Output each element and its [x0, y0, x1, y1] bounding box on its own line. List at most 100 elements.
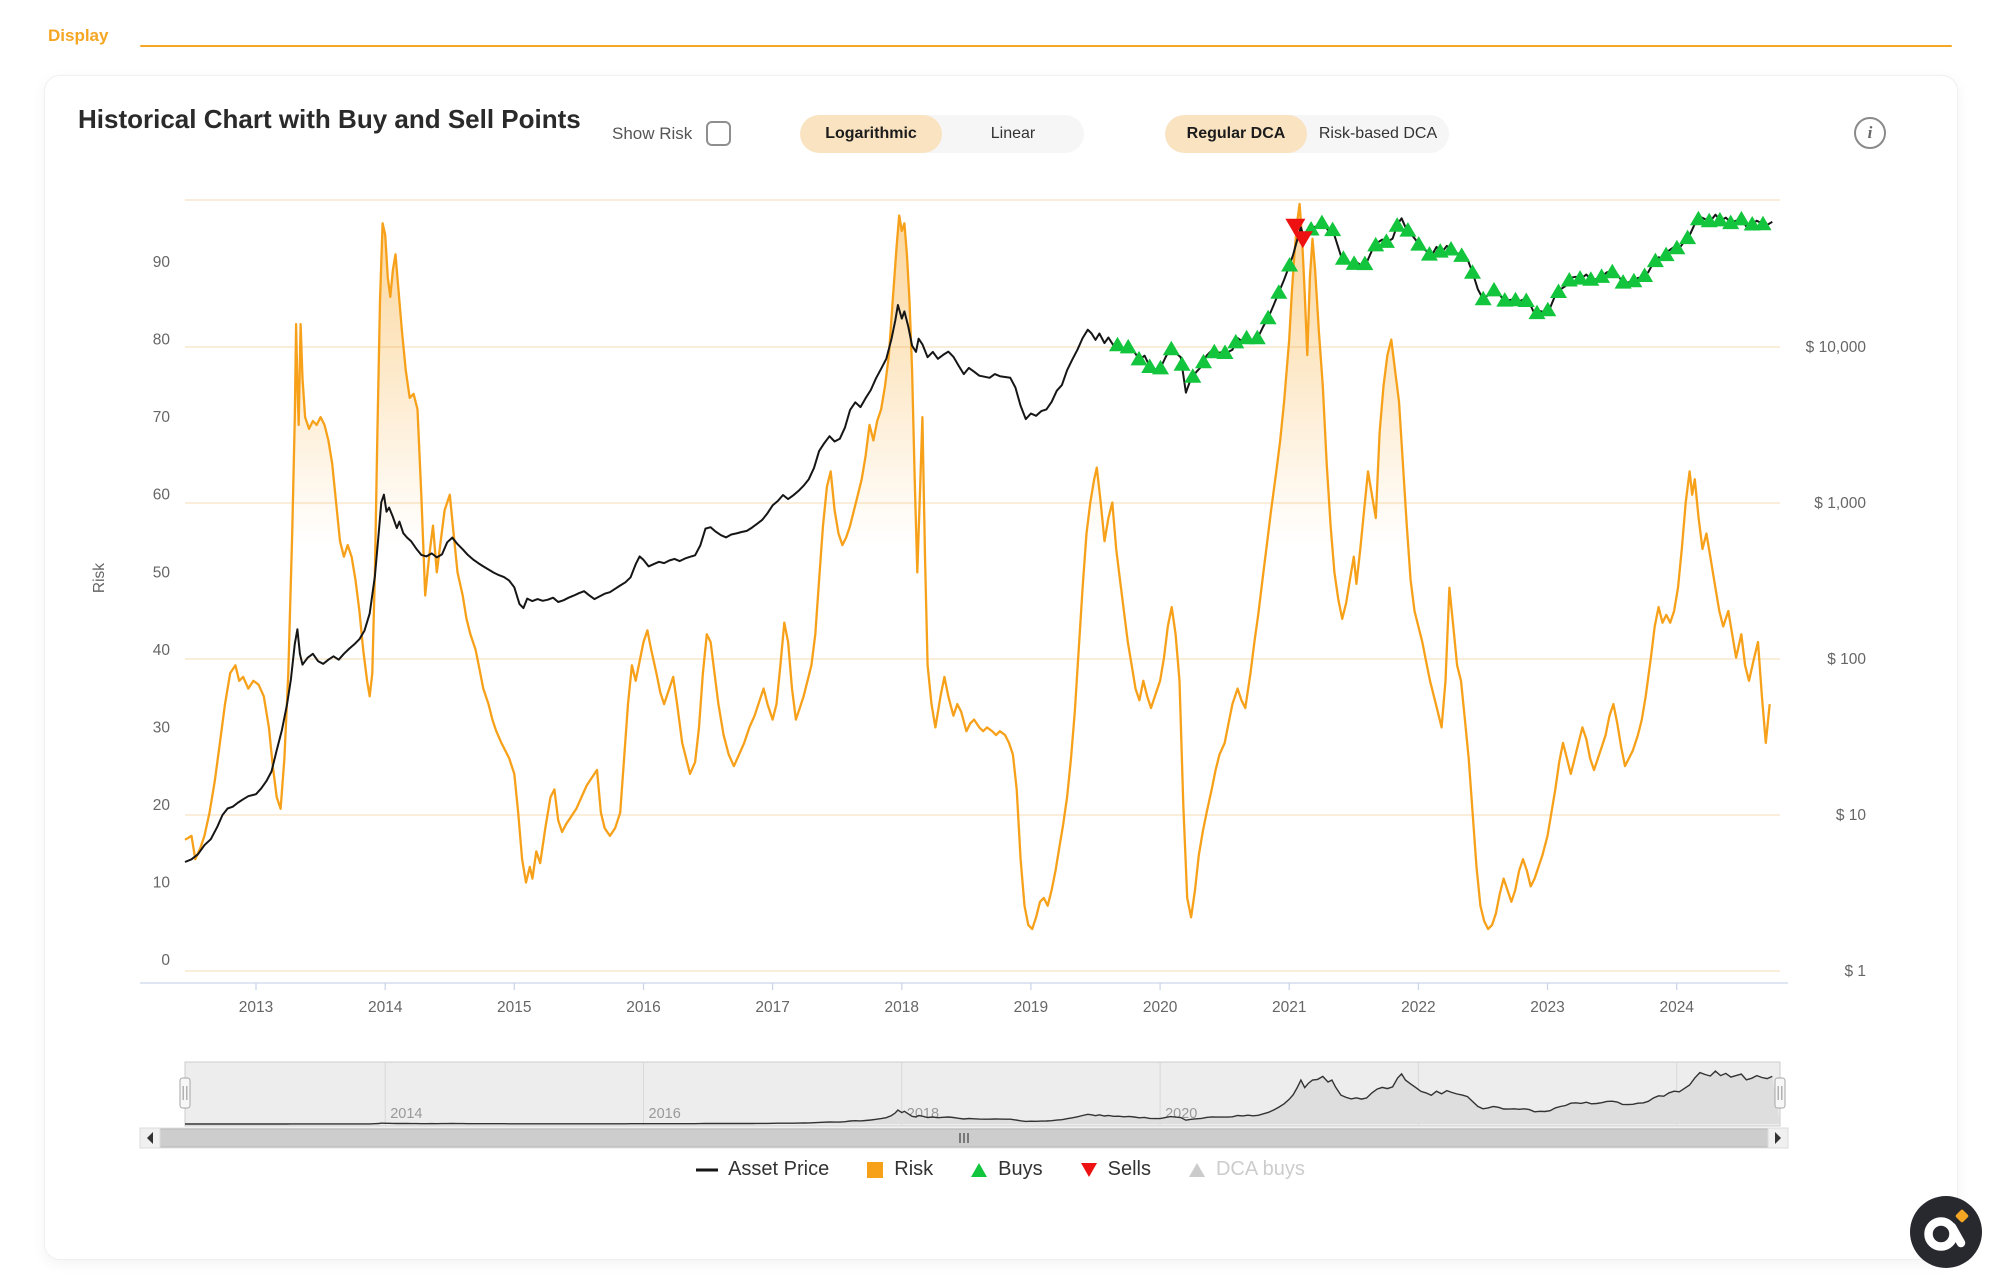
- buy-marker-icon: [1313, 214, 1331, 230]
- dash-icon: [696, 1168, 719, 1171]
- svg-text:$ 1: $ 1: [1844, 963, 1866, 980]
- sell-marker-icon: [1292, 231, 1313, 249]
- buy-marker-icon: [1152, 359, 1169, 375]
- x-axis-label: 2023: [1530, 999, 1564, 1016]
- buy-marker-icon: [1485, 281, 1503, 297]
- svg-text:20: 20: [153, 797, 171, 814]
- triangle-up-icon: [971, 1162, 988, 1177]
- buy-marker-icon: [1334, 250, 1352, 265]
- buy-marker-icon: [1281, 257, 1299, 272]
- buy-marker-icon: [1732, 210, 1750, 226]
- dca-toggle-option-risk-based-dca[interactable]: Risk-based DCA: [1318, 125, 1438, 142]
- legend-item-risk[interactable]: Risk: [865, 1158, 933, 1181]
- x-axis: 2013 2014 2015 2016 2017 2018 2019 2020 2021 2022…: [140, 982, 1788, 1016]
- buy-marker-icon: [1593, 268, 1611, 283]
- show-risk-label: Show Risk: [612, 123, 693, 143]
- dca-toggle: Regular DCA Risk-based DCA: [1165, 115, 1449, 153]
- chart-title: Historical Chart with Buy and Sell Point…: [78, 104, 581, 134]
- buy-marker-icon: [1571, 270, 1589, 285]
- scale-toggle: Logarithmic Linear: [800, 115, 1084, 153]
- legend-item-sells[interactable]: Sells: [1079, 1158, 1151, 1181]
- show-risk-checkbox[interactable]: [706, 121, 732, 146]
- navigator-left-handle[interactable]: [179, 1077, 191, 1109]
- sell-markers: [1285, 218, 1313, 249]
- buy-marker-icon: [1474, 290, 1492, 306]
- navigator-series: [185, 1070, 1773, 1125]
- left-arrow-icon: [147, 1132, 153, 1144]
- buy-marker-icon: [1517, 292, 1535, 307]
- navigator-right-handle[interactable]: [1774, 1077, 1786, 1109]
- triangle-up-icon: [1188, 1162, 1205, 1177]
- x-axis-label: 2022: [1401, 999, 1435, 1016]
- svg-text:$ 1,000: $ 1,000: [1814, 495, 1866, 512]
- legend-label: Sells: [1107, 1158, 1151, 1180]
- show-risk-control: Show Risk: [612, 121, 732, 146]
- section-divider: [140, 45, 1952, 47]
- legend-item-buys[interactable]: Buys: [969, 1158, 1043, 1181]
- section-label: Display: [48, 26, 109, 45]
- svg-text:70: 70: [153, 409, 171, 426]
- buy-marker-icon: [1646, 252, 1664, 268]
- buy-marker-icon: [1141, 358, 1159, 373]
- buy-marker-icon: [1399, 222, 1417, 237]
- x-axis-label: 2017: [755, 999, 789, 1016]
- legend-item-asset-price[interactable]: Asset Price: [695, 1158, 829, 1181]
- triangle-down-icon: [1080, 1162, 1097, 1177]
- buy-marker-icon: [1162, 340, 1180, 356]
- scrollbar[interactable]: [139, 1127, 1789, 1149]
- buy-marker-icon: [1539, 301, 1557, 317]
- legend-item-dca-buys[interactable]: DCA buys: [1187, 1158, 1305, 1181]
- right-arrow-icon: [1775, 1132, 1781, 1144]
- svg-text:$ 100: $ 100: [1827, 651, 1866, 668]
- buy-marker-icon: [1625, 272, 1643, 288]
- svg-text:90: 90: [153, 254, 171, 271]
- info-icon[interactable]: i: [1854, 117, 1886, 149]
- buy-marker-icon: [1356, 255, 1374, 271]
- price-axis: $ 10,000 $ 1,000 $ 100 $ 10 $ 1: [1806, 339, 1867, 980]
- x-axis-label: 2019: [1014, 999, 1048, 1016]
- buy-marker-icon: [1636, 267, 1654, 282]
- buy-marker-icon: [1453, 247, 1471, 262]
- buy-marker-icon: [1377, 233, 1395, 248]
- brand-logo-icon: [1910, 1196, 1982, 1268]
- buy-marker-icon: [1205, 343, 1223, 359]
- buy-marker-icon: [1195, 353, 1212, 369]
- buy-marker-icon: [1173, 356, 1191, 371]
- buy-marker-icon: [1603, 263, 1621, 279]
- buy-marker-icon: [1754, 215, 1772, 231]
- buy-marker-icon: [1388, 217, 1406, 232]
- svg-text:60: 60: [153, 487, 171, 504]
- buy-marker-icon: [1711, 211, 1729, 227]
- buy-marker-icon: [1324, 221, 1342, 237]
- x-axis-label: 2018: [885, 999, 919, 1016]
- risk-area-series: [185, 203, 1770, 962]
- buy-marker-icon: [1668, 239, 1686, 255]
- dca-toggle-option-regular-dca[interactable]: Regular DCA: [1165, 115, 1307, 153]
- buy-marker-icon: [1345, 255, 1363, 270]
- buy-marker-icon: [1270, 284, 1288, 299]
- x-axis-label: 2015: [497, 999, 531, 1016]
- risk-axis: 0 10 20 30 40 50 60 70 80 90 Risk: [91, 254, 170, 969]
- buy-marker-icon: [1410, 236, 1428, 251]
- buy-marker-icon: [1216, 344, 1234, 359]
- buy-marker-icon: [1464, 264, 1481, 279]
- svg-text:10: 10: [153, 875, 171, 892]
- legend-label: Risk: [894, 1158, 934, 1180]
- buy-marker-icon: [1442, 241, 1460, 256]
- x-axis-label: 2013: [239, 999, 273, 1016]
- navigator-label: 2016: [649, 1106, 681, 1122]
- x-axis-label: 2014: [368, 999, 403, 1016]
- scale-toggle-option-logarithmic[interactable]: Logarithmic: [800, 115, 942, 153]
- buy-marker-icon: [1248, 329, 1266, 345]
- scale-toggle-option-linear[interactable]: Linear: [990, 125, 1036, 142]
- svg-text:$ 10: $ 10: [1836, 807, 1867, 824]
- x-axis-label: 2024: [1659, 999, 1694, 1016]
- buy-marker-icon: [1227, 333, 1245, 349]
- buy-marker-icon: [1130, 350, 1148, 366]
- buy-marker-icon: [1689, 210, 1707, 226]
- buy-marker-icon: [1722, 214, 1740, 230]
- risk-axis-title: Risk: [91, 563, 108, 593]
- risk-line-series: [184, 202, 1771, 931]
